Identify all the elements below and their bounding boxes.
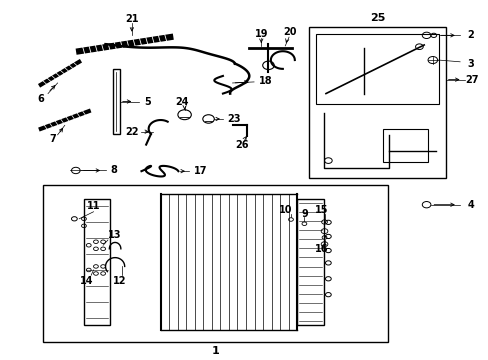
Text: 5: 5 — [143, 96, 150, 107]
Text: 11: 11 — [86, 202, 100, 211]
Text: 2: 2 — [467, 30, 473, 40]
Text: 24: 24 — [175, 98, 188, 107]
Text: 13: 13 — [108, 230, 122, 240]
Text: 4: 4 — [467, 200, 473, 210]
Text: 6: 6 — [38, 94, 44, 104]
Text: 20: 20 — [283, 27, 296, 37]
Text: 21: 21 — [125, 14, 139, 24]
Text: 16: 16 — [315, 244, 328, 254]
Text: 9: 9 — [301, 208, 307, 219]
Bar — [383, 129, 427, 162]
Bar — [297, 199, 323, 325]
Text: 23: 23 — [227, 114, 241, 124]
Bar — [84, 199, 110, 325]
Text: 25: 25 — [369, 13, 385, 23]
Text: 12: 12 — [113, 275, 126, 285]
Text: 26: 26 — [235, 140, 248, 150]
Text: 15: 15 — [315, 205, 328, 215]
Text: 7: 7 — [49, 134, 56, 144]
Text: 1: 1 — [211, 346, 219, 356]
Text: 27: 27 — [465, 75, 478, 85]
Text: 18: 18 — [258, 76, 272, 86]
Text: 10: 10 — [278, 205, 291, 215]
Bar — [308, 27, 445, 178]
Bar — [316, 34, 438, 104]
Text: 17: 17 — [194, 166, 207, 176]
Text: 3: 3 — [467, 59, 473, 68]
Text: 14: 14 — [80, 275, 93, 285]
Bar — [43, 185, 387, 342]
Text: 8: 8 — [110, 166, 117, 175]
Text: 19: 19 — [254, 28, 267, 39]
Bar — [112, 69, 120, 134]
Text: 22: 22 — [125, 127, 139, 138]
